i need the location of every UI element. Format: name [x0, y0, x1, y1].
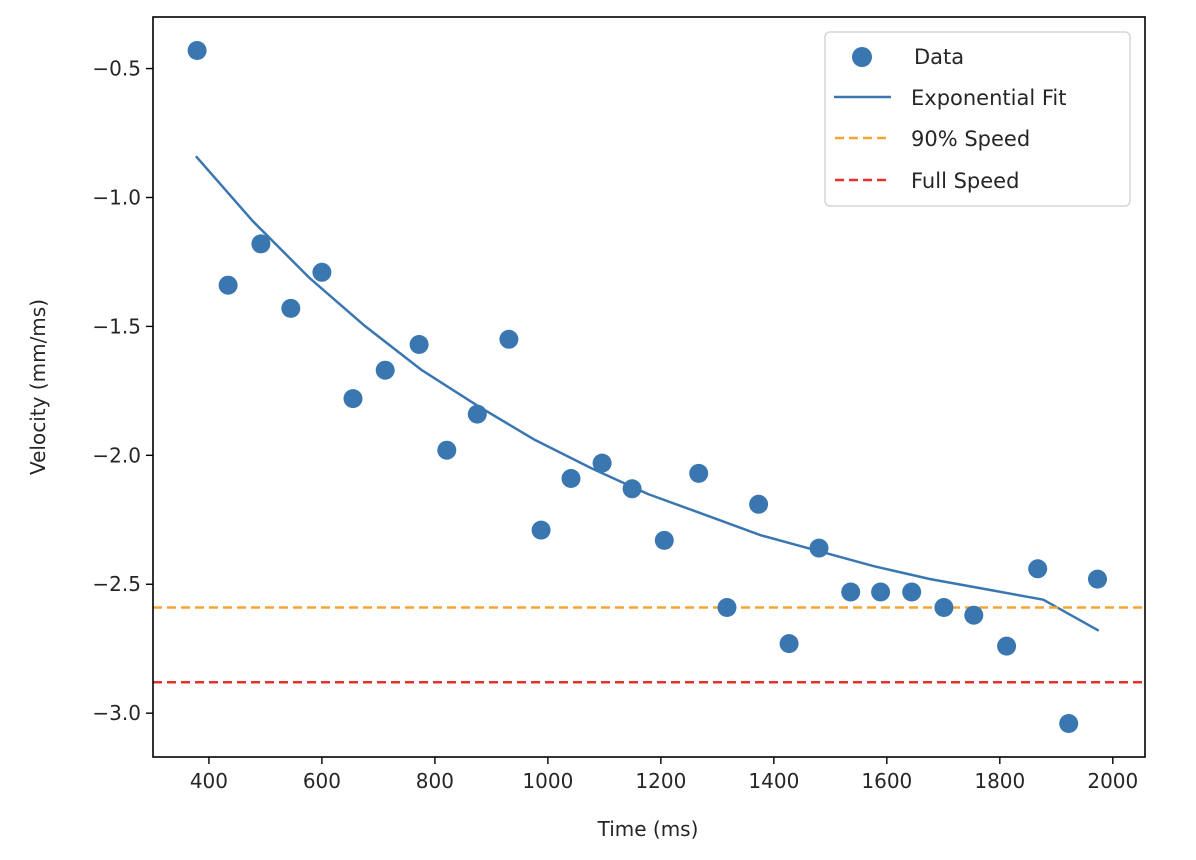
y-axis-label: Velocity (mm/ms) [26, 299, 50, 475]
x-tick-label: 1600 [861, 769, 912, 793]
data-point [1088, 569, 1107, 589]
data-point [997, 636, 1017, 656]
y-tick-label: −1.0 [92, 185, 141, 209]
data-point [749, 494, 769, 514]
data-point [592, 453, 612, 473]
x-tick-label: 1200 [635, 769, 686, 793]
x-tick-label: 400 [190, 769, 228, 793]
y-tick-label: −2.0 [92, 443, 141, 467]
data-point [689, 463, 709, 483]
legend-label-full-speed: Full Speed [911, 169, 1019, 193]
data-point [654, 530, 674, 550]
data-point [561, 469, 581, 488]
data-point [343, 389, 363, 409]
legend: Data Exponential Fit 90% Speed Full Spee… [824, 31, 1131, 207]
data-point [841, 582, 861, 602]
y-tick-label: −2.5 [92, 572, 141, 596]
x-tick-label: 600 [303, 769, 341, 793]
x-axis: 400 600 800 1000 1200 1400 1600 1800 2000 [190, 757, 1138, 793]
y-tick-label: −0.5 [92, 57, 141, 81]
data-point [375, 360, 395, 380]
data-point [531, 520, 551, 540]
data-point [312, 262, 332, 282]
legend-marker-data [852, 47, 872, 67]
legend-label-90-speed: 90% Speed [911, 127, 1030, 151]
x-tick-label: 1400 [748, 769, 799, 793]
axes-frame [152, 16, 1146, 758]
y-tick-label: −1.5 [92, 314, 141, 338]
data-point [437, 440, 457, 460]
legend-box [824, 31, 1131, 207]
data-point [809, 538, 829, 558]
data-point [717, 598, 737, 617]
x-axis-label: Time (ms) [597, 817, 699, 841]
data-point [902, 582, 922, 602]
y-axis: −0.5 −1.0 −1.5 −2.0 −2.5 −3.0 [92, 57, 153, 725]
data-point [467, 404, 487, 424]
y-tick-label: −3.0 [92, 701, 141, 725]
data-point [934, 598, 954, 617]
x-tick-label: 2000 [1087, 769, 1138, 793]
plot-layer [153, 41, 1145, 733]
data-point [251, 234, 271, 254]
exponential-fit-line [194, 155, 1100, 632]
data-point [622, 479, 642, 499]
x-tick-label: 1800 [974, 769, 1025, 793]
data-point [779, 634, 799, 654]
data-point [1059, 714, 1079, 733]
legend-label-fit: Exponential Fit [911, 86, 1066, 110]
data-point [964, 605, 984, 625]
data-point [1028, 559, 1048, 579]
data-point [409, 335, 429, 354]
x-tick-label: 800 [416, 769, 454, 793]
legend-label-data: Data [914, 45, 964, 69]
x-tick-label: 1000 [522, 769, 573, 793]
data-point [218, 275, 238, 295]
data-point [187, 41, 207, 60]
data-point [871, 582, 891, 602]
data-point [281, 298, 301, 318]
data-point [499, 329, 519, 349]
